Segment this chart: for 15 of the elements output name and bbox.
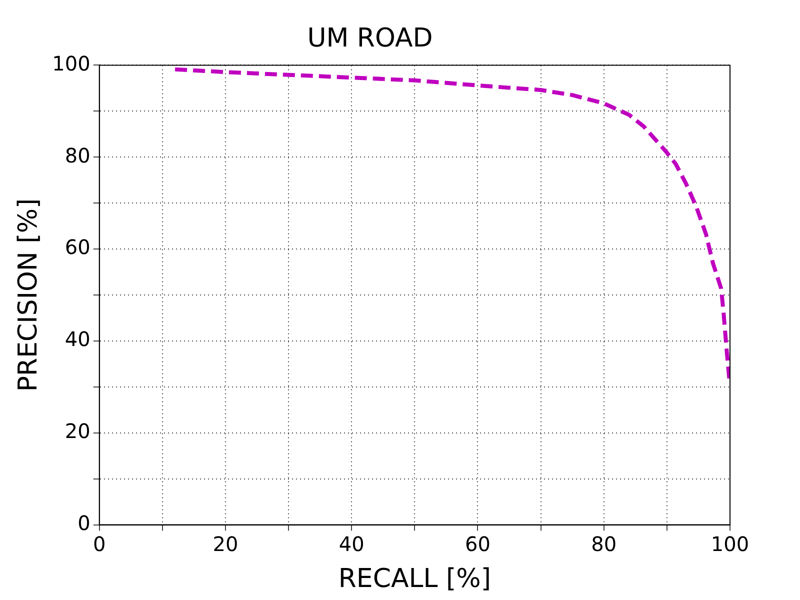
x-tick-label: 60 <box>465 532 490 556</box>
y-tick-label: 20 <box>64 419 90 444</box>
chart-title: UM ROAD <box>307 23 433 54</box>
x-tick-label: 40 <box>338 532 364 556</box>
x-tick-label: 0 <box>93 532 106 556</box>
y-tick-label: 80 <box>64 143 90 168</box>
x-tick-label: 20 <box>212 532 238 556</box>
y-tick-label: 0 <box>78 511 90 536</box>
y-tick-label: 100 <box>52 51 90 76</box>
y-axis-title: PRECISION [%] <box>13 198 44 392</box>
x-tick-label: 80 <box>591 532 617 556</box>
x-tick-label: 100 <box>710 532 750 556</box>
y-tick-label: 60 <box>64 235 90 260</box>
y-tick-label: 40 <box>64 327 90 352</box>
x-axis-title: RECALL [%] <box>338 564 492 594</box>
